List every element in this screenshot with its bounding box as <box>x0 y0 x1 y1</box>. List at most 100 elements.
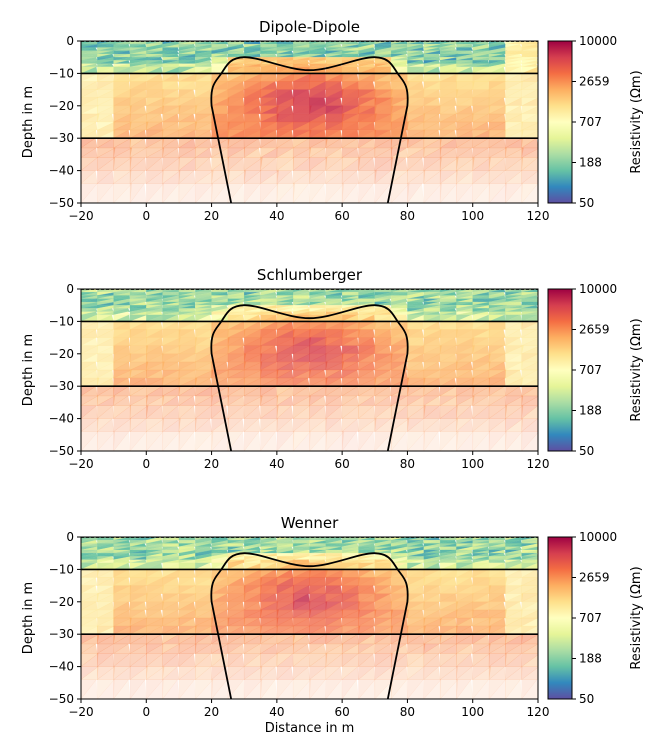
x-tick-label: 40 <box>269 705 284 719</box>
mesh-cell <box>488 653 508 667</box>
x-tick-label: −20 <box>68 457 93 471</box>
mesh-cell <box>423 147 443 158</box>
mesh-cell <box>488 679 506 699</box>
mesh-cell <box>113 170 132 184</box>
mesh-cell <box>129 395 149 406</box>
mesh-cell <box>341 617 360 627</box>
mesh-cell <box>129 385 147 397</box>
mesh-cell <box>243 137 261 149</box>
mesh-cell <box>162 183 180 203</box>
mesh-cell <box>162 129 179 139</box>
mesh-cell <box>406 418 425 432</box>
mesh-cell <box>423 666 440 681</box>
mesh-cell <box>81 653 99 667</box>
x-tick-label: 20 <box>204 209 219 223</box>
mesh-cell <box>456 601 473 611</box>
mesh-cell <box>195 147 211 158</box>
mesh-cell <box>488 157 506 172</box>
mesh-cell <box>97 97 115 107</box>
mesh-cell <box>488 418 507 433</box>
mesh-cell <box>276 170 293 185</box>
mesh-cell <box>439 170 459 184</box>
mesh-cell <box>505 666 523 681</box>
mesh-cell <box>390 369 407 379</box>
mesh-cell <box>488 129 506 139</box>
mesh-cell <box>309 183 325 203</box>
x-tick-label: −20 <box>68 209 93 223</box>
mesh-cell <box>390 418 410 432</box>
mesh-cell <box>260 418 279 433</box>
mesh-cell <box>178 385 196 397</box>
mesh-cell <box>374 666 392 680</box>
mesh-cell <box>439 679 459 699</box>
y-tick-label: 0 <box>66 34 74 48</box>
mesh-cell <box>423 679 442 699</box>
mesh-cell <box>97 679 115 699</box>
mesh-cell <box>194 137 212 149</box>
mesh-cell <box>325 147 343 158</box>
mesh-cell <box>97 666 116 680</box>
mesh-cell <box>276 395 294 406</box>
mesh-cell <box>260 666 276 681</box>
mesh-cell <box>129 129 145 139</box>
mesh-cell <box>455 157 475 171</box>
mesh-cell <box>309 643 325 654</box>
mesh-cell <box>472 113 489 123</box>
mesh-cell <box>227 157 244 172</box>
x-tick-label: 120 <box>527 705 550 719</box>
mesh-cell <box>129 653 148 668</box>
mesh-cell <box>194 157 212 171</box>
mesh-cell <box>227 653 245 667</box>
mesh-cell <box>439 418 459 432</box>
mesh-cell <box>145 170 164 184</box>
mesh-cell <box>439 353 456 363</box>
colorbar-tick-label: 2659 <box>579 75 610 89</box>
mesh-cell <box>227 601 243 611</box>
mesh-cell <box>113 157 133 171</box>
mesh-cell <box>293 170 312 184</box>
mesh-cell <box>178 653 195 668</box>
colorbar-label: Resistivity (Ωm) <box>629 318 644 421</box>
mesh-cell <box>194 395 213 406</box>
mesh-cell <box>407 643 426 654</box>
mesh-cell <box>243 147 261 158</box>
mesh-cell <box>145 643 164 654</box>
mesh-cell <box>113 679 131 699</box>
mesh-cell <box>521 432 538 451</box>
mesh-cell <box>341 431 359 451</box>
mesh-cell <box>112 385 131 397</box>
mesh-cell <box>325 431 345 451</box>
mesh-cell <box>472 666 492 680</box>
mesh-cell <box>146 431 164 451</box>
mesh-cell <box>456 431 474 451</box>
mesh-cell <box>129 418 147 432</box>
mesh-cell <box>423 653 441 667</box>
mesh-cell <box>112 643 131 654</box>
mesh-cell <box>113 113 131 123</box>
colorbar-tick-label: 50 <box>579 444 594 458</box>
colorbar <box>547 288 573 452</box>
mesh-cell <box>423 418 440 433</box>
mesh-cell <box>178 431 195 451</box>
mesh-cell <box>260 157 277 172</box>
mesh-cell <box>488 666 506 681</box>
mesh-cell <box>505 113 522 123</box>
mesh-cell <box>325 679 343 699</box>
mesh-cell <box>390 431 408 451</box>
mesh-cell <box>455 418 473 432</box>
mesh-cell <box>374 170 392 185</box>
mesh-cell <box>374 353 393 363</box>
mesh-cell <box>325 666 343 680</box>
mesh-cell <box>243 157 263 171</box>
mesh-cell <box>390 353 406 363</box>
mesh-cell <box>325 157 343 171</box>
mesh-cell <box>129 105 146 115</box>
mesh-cell <box>292 679 311 699</box>
mesh-cell <box>146 679 164 699</box>
mesh-cell <box>439 666 459 680</box>
mesh-cell <box>325 633 343 645</box>
mesh-cell <box>227 147 246 158</box>
mesh-cell <box>113 147 133 158</box>
mesh-cell <box>521 667 538 680</box>
mesh-cell <box>97 183 114 203</box>
